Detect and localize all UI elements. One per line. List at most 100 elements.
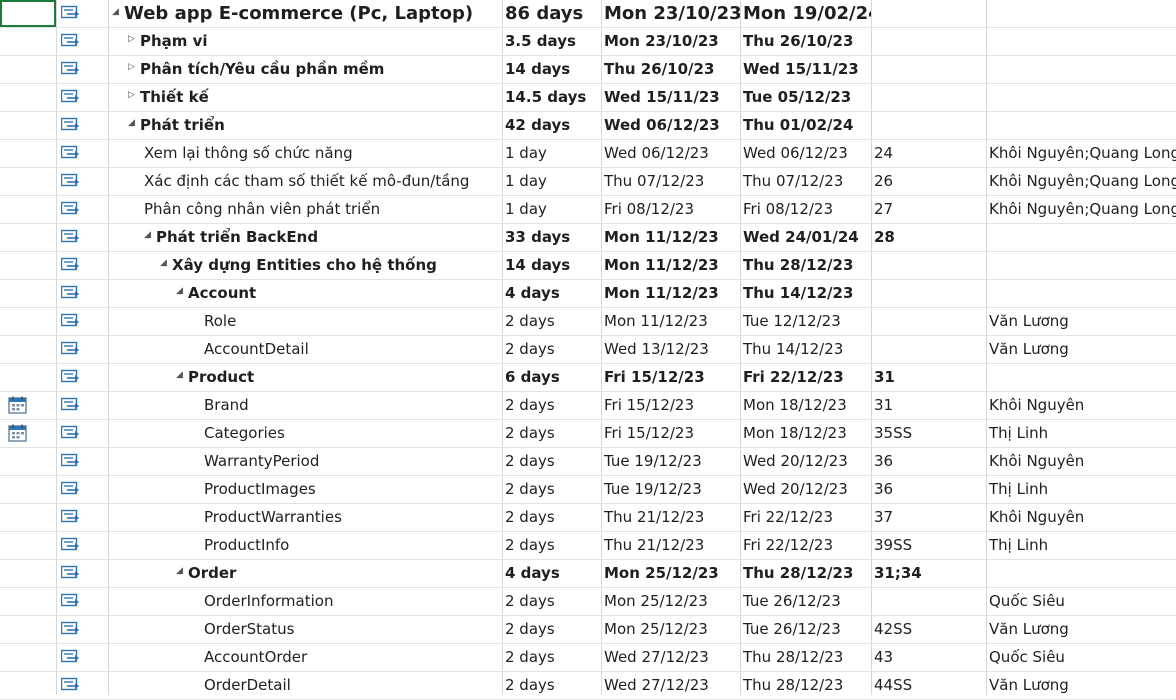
start-date-cell[interactable]: Wed 15/11/23 bbox=[604, 88, 720, 106]
indicator-cell[interactable] bbox=[0, 140, 56, 167]
task-name-cell[interactable]: ▷ Thiết kế bbox=[108, 84, 502, 111]
task-mode-cell[interactable] bbox=[56, 28, 108, 55]
predecessors-cell[interactable] bbox=[871, 28, 986, 55]
start-date-cell[interactable]: Mon 11/12/23 bbox=[604, 284, 719, 302]
predecessors-cell[interactable]: 42SS bbox=[874, 620, 913, 638]
start-date-cell[interactable]: Wed 06/12/23 bbox=[604, 116, 720, 134]
finish-date-cell[interactable]: Wed 24/01/24 bbox=[743, 228, 859, 246]
indicator-cell[interactable] bbox=[0, 308, 56, 335]
predecessors-cell[interactable]: 31 bbox=[874, 368, 895, 386]
task-name-cell[interactable]: ◢ Account bbox=[108, 280, 502, 307]
start-date-cell[interactable]: Mon 11/12/23 bbox=[604, 256, 719, 274]
indicator-cell[interactable] bbox=[0, 112, 56, 139]
duration-cell[interactable]: 2 days bbox=[505, 676, 555, 694]
predecessors-cell[interactable]: 44SS bbox=[874, 676, 913, 694]
predecessors-cell[interactable] bbox=[871, 308, 986, 335]
task-mode-cell[interactable] bbox=[56, 504, 108, 531]
summary-task-row[interactable]: ▷ Phân tích/Yêu cầu phần mềm 14 days Thu 26… bbox=[0, 56, 1176, 84]
summary-task-row[interactable]: ◢ Xây dựng Entities cho hệ thống 14 days Mo… bbox=[0, 252, 1176, 280]
indicator-cell[interactable] bbox=[0, 252, 56, 279]
task-name-cell[interactable]: WarrantyPeriod bbox=[108, 448, 502, 475]
collapse-toggle-icon[interactable]: ◢ bbox=[176, 566, 183, 576]
start-date-cell[interactable]: Mon 11/12/23 bbox=[604, 228, 719, 246]
resource-names-cell[interactable] bbox=[986, 28, 1176, 55]
duration-cell[interactable]: 1 day bbox=[505, 144, 547, 162]
indicator-cell[interactable] bbox=[0, 196, 56, 223]
task-mode-cell[interactable] bbox=[56, 252, 108, 279]
start-date-cell[interactable]: Mon 25/12/23 bbox=[604, 592, 708, 610]
collapse-toggle-icon[interactable]: ◢ bbox=[144, 230, 151, 240]
duration-cell[interactable]: 2 days bbox=[505, 508, 555, 526]
duration-cell[interactable]: 2 days bbox=[505, 396, 555, 414]
task-mode-cell[interactable] bbox=[56, 196, 108, 223]
predecessors-cell[interactable]: 31 bbox=[874, 396, 894, 414]
indicator-cell[interactable] bbox=[0, 280, 56, 307]
predecessors-cell[interactable] bbox=[871, 0, 986, 27]
finish-date-cell[interactable]: Tue 26/12/23 bbox=[743, 620, 841, 638]
task-name-cell[interactable]: ProductImages bbox=[108, 476, 502, 503]
start-date-cell[interactable]: Wed 27/12/23 bbox=[604, 648, 709, 666]
duration-cell[interactable]: 6 days bbox=[505, 368, 560, 386]
indicator-cell[interactable] bbox=[0, 644, 56, 671]
predecessors-cell[interactable] bbox=[871, 588, 986, 615]
resource-names-cell[interactable]: Văn Lương bbox=[989, 340, 1069, 358]
collapse-toggle-icon[interactable]: ◢ bbox=[160, 258, 167, 268]
collapse-toggle-icon[interactable]: ◢ bbox=[112, 6, 119, 17]
task-name-cell[interactable]: ▷ Phân tích/Yêu cầu phần mềm bbox=[108, 56, 502, 83]
finish-date-cell[interactable]: Thu 14/12/23 bbox=[743, 284, 854, 302]
predecessors-cell[interactable] bbox=[871, 84, 986, 111]
indicator-cell[interactable] bbox=[0, 84, 56, 111]
duration-cell[interactable]: 2 days bbox=[505, 620, 555, 638]
finish-date-cell[interactable]: Wed 06/12/23 bbox=[743, 144, 848, 162]
task-name-cell[interactable]: ◢ Order bbox=[108, 560, 502, 587]
task-row[interactable]: Categories 2 days Fri 15/12/23 Mon 18/12/23… bbox=[0, 420, 1176, 448]
task-name-cell[interactable]: Phân công nhân viên phát triển bbox=[108, 196, 502, 223]
start-date-cell[interactable]: Fri 15/12/23 bbox=[604, 424, 695, 442]
indicator-cell[interactable] bbox=[0, 476, 56, 503]
predecessors-cell[interactable]: 39SS bbox=[874, 536, 913, 554]
calendar-icon[interactable] bbox=[8, 424, 28, 442]
finish-date-cell[interactable]: Fri 08/12/23 bbox=[743, 200, 834, 218]
finish-date-cell[interactable]: Thu 26/10/23 bbox=[743, 32, 854, 50]
summary-task-row[interactable]: ◢ Phát triển 42 days Wed 06/12/23 Thu 01/02/… bbox=[0, 112, 1176, 140]
task-row[interactable]: ProductInfo 2 days Thu 21/12/23 Fri 22/12/2… bbox=[0, 532, 1176, 560]
indicator-cell[interactable] bbox=[0, 532, 56, 559]
task-row[interactable]: AccountOrder 2 days Wed 27/12/23 Thu 28/12/… bbox=[0, 644, 1176, 672]
resource-names-cell[interactable]: Khôi Nguyên;Quang Long bbox=[989, 144, 1176, 162]
task-name-cell[interactable]: Xem lại thông số chức năng bbox=[108, 140, 502, 167]
finish-date-cell[interactable]: Fri 22/12/23 bbox=[743, 508, 834, 526]
collapse-toggle-icon[interactable]: ◢ bbox=[176, 286, 183, 296]
indicator-cell[interactable] bbox=[0, 448, 56, 475]
start-date-cell[interactable]: Fri 15/12/23 bbox=[604, 368, 705, 386]
task-mode-cell[interactable] bbox=[56, 588, 108, 615]
task-row[interactable]: Xem lại thông số chức năng 1 day Wed 06/12… bbox=[0, 140, 1176, 168]
resource-names-cell[interactable] bbox=[986, 280, 1176, 307]
finish-date-cell[interactable]: Thu 28/12/23 bbox=[743, 564, 854, 582]
task-row[interactable]: Phân công nhân viên phát triển 1 day Fri 0… bbox=[0, 196, 1176, 224]
resource-names-cell[interactable]: Khôi Nguyên;Quang Long bbox=[989, 200, 1176, 218]
task-mode-cell[interactable] bbox=[56, 84, 108, 111]
duration-cell[interactable]: 14.5 days bbox=[505, 88, 587, 106]
task-row[interactable]: WarrantyPeriod 2 days Tue 19/12/23 Wed 20/1… bbox=[0, 448, 1176, 476]
task-name-cell[interactable]: Categories bbox=[108, 420, 502, 447]
indicator-cell[interactable] bbox=[0, 420, 56, 447]
task-mode-cell[interactable] bbox=[56, 448, 108, 475]
summary-task-row[interactable]: ◢ Order 4 days Mon 25/12/23 Thu 28/12/23 31;3… bbox=[0, 560, 1176, 588]
task-mode-cell[interactable] bbox=[56, 476, 108, 503]
task-name-cell[interactable]: ◢ Phát triển bbox=[108, 112, 502, 139]
predecessors-cell[interactable]: 35SS bbox=[874, 424, 913, 442]
start-date-cell[interactable]: Mon 11/12/23 bbox=[604, 312, 708, 330]
duration-cell[interactable]: 2 days bbox=[505, 340, 555, 358]
task-name-cell[interactable]: Xác định các tham số thiết kế mô-đun/tần… bbox=[108, 168, 502, 195]
finish-date-cell[interactable]: Mon 19/02/24 bbox=[743, 3, 871, 24]
task-row[interactable]: Brand 2 days Fri 15/12/23 Mon 18/12/23 31 Khô… bbox=[0, 392, 1176, 420]
finish-date-cell[interactable]: Mon 18/12/23 bbox=[743, 424, 847, 442]
summary-task-row[interactable]: ▷ Phạm vi 3.5 days Mon 23/10/23 Thu 26/10/23 bbox=[0, 28, 1176, 56]
finish-date-cell[interactable]: Thu 28/12/23 bbox=[743, 648, 844, 666]
collapse-toggle-icon[interactable]: ◢ bbox=[128, 118, 135, 128]
task-name-cell[interactable]: OrderStatus bbox=[108, 616, 502, 643]
start-date-cell[interactable]: Mon 23/10/23 bbox=[604, 32, 719, 50]
start-date-cell[interactable]: Mon 23/10/23 bbox=[604, 3, 740, 24]
predecessors-cell[interactable]: 37 bbox=[874, 508, 894, 526]
task-mode-cell[interactable] bbox=[56, 224, 108, 251]
